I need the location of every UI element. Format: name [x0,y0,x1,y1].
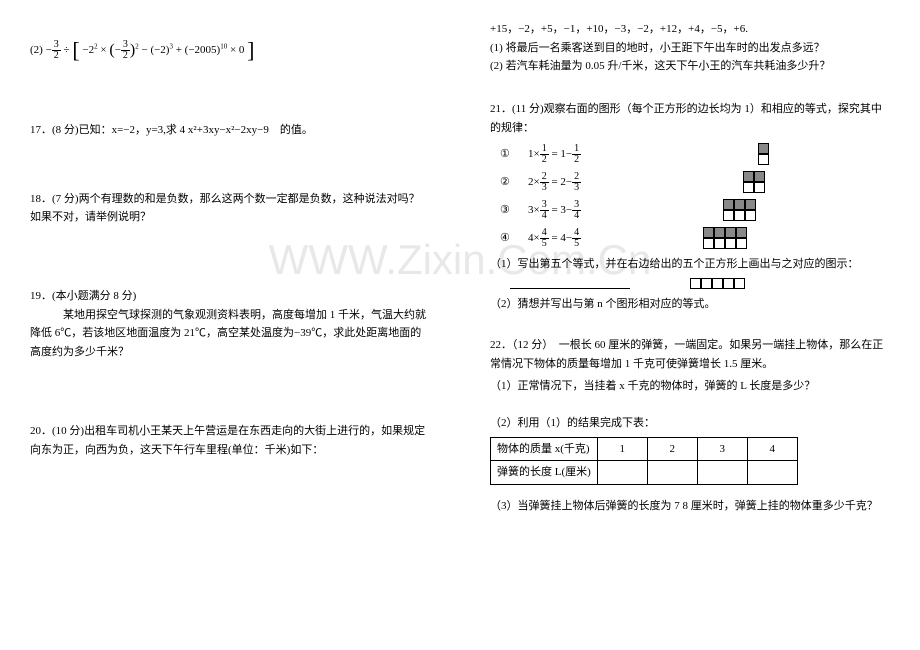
q19-body: 某地用探空气球探测的气象观测资料表明，高度每增加 1 千米，气温大约就降低 6℃… [30,306,430,362]
q21-sub1: （1）写出第五个等式，并在右边给出的五个正方形上画出与之对应的图示： [490,255,890,274]
q21-eq3: ③ 3×34 = 3−34 [500,199,890,221]
q21-equations: ① 1×12 = 1−12 ② 2×23 = 2−23 [500,143,890,249]
circ-4: ④ [500,229,528,248]
q22-table-r2h: 弹簧的长度 L(厘米) [491,461,598,485]
q18-text: 18．(7 分)两个有理数的和是负数，那么这两个数一定都是负数，这种说法对吗？如… [30,193,420,224]
q17-text: 17．(8 分)已知：x=−2，y=3,求 4 x²+3xy−x²−2xy−9 … [30,124,313,136]
circ-3: ③ [500,201,528,220]
circ-1: ① [500,145,528,164]
q16-part2: (2) −32 ÷ [ −22 × (−32)2 − (−2)3 + (−200… [30,40,430,61]
q21-eq1: ① 1×12 = 1−12 [500,143,890,165]
q21-fig2 [743,171,765,193]
q21-fig1 [758,143,769,165]
q22-table: 物体的质量 x(千克) 1 2 3 4 弹簧的长度 L(厘米) [490,437,798,485]
q18: 18．(7 分)两个有理数的和是负数，那么这两个数一定都是负数，这种说法对吗？如… [30,190,430,227]
q22-table-c2: 2 [647,437,697,461]
q21: 21．(11 分)观察右面的图形（每个正方形的边长均为 1）和相应的等式，探究其… [490,100,890,314]
q22-table-b2 [647,461,697,485]
right-column: +15，−2，+5，−1，+10，−3，−2，+12，+4，−5，+6. (1)… [460,0,920,650]
q22-sub1: （1）正常情况下，当挂着 x 千克的物体时，弹簧的 L 长度是多少？ [490,377,890,396]
q22-table-c3: 3 [697,437,747,461]
q22-table-b4 [747,461,797,485]
q16b-prefix: (2) [30,44,46,56]
q22: 22．（12 分） 一根长 60 厘米的弹簧，一端固定。如果另一端挂上物体，那么… [490,336,890,516]
q22-sub3: （3）当弹簧挂上物体后弹簧的长度为 7 8 厘米时，弹簧上挂的物体重多少千克？ [490,497,890,516]
q21-blank-line [510,278,630,289]
q21-fig3 [723,199,756,221]
q20-sub2: (2) 若汽车耗油量为 0.05 升/千米，这天下午小王的汽车共耗油多少升？ [490,57,890,76]
q22-stem: 22．（12 分） 一根长 60 厘米的弹簧，一端固定。如果另一端挂上物体，那么… [490,336,890,373]
q20-text: 20．(10 分)出租车司机小王某天上午营运是在东西走向的大街上进行的，如果规定… [30,425,425,456]
q22-table-b1 [597,461,647,485]
q19: 19．(本小题满分 8 分) 某地用探空气球探测的气象观测资料表明，高度每增加 … [30,287,430,362]
q21-stem: 21．(11 分)观察右面的图形（每个正方形的边长均为 1）和相应的等式，探究其… [490,100,890,137]
q16b-formula: −32 ÷ [ −22 × (−32)2 − (−2)3 + (−2005)10… [46,40,255,61]
q17: 17．(8 分)已知：x=−2，y=3,求 4 x²+3xy−x²−2xy−9 … [30,121,430,140]
q22-table-b3 [697,461,747,485]
left-column: (2) −32 ÷ [ −22 × (−32)2 − (−2)3 + (−200… [0,0,460,650]
q21-fig4 [703,227,747,249]
q19-heading: 19．(本小题满分 8 分) [30,287,430,306]
q22-table-c4: 4 [747,437,797,461]
q21-eq2: ② 2×23 = 2−23 [500,171,890,193]
q22-table-c1: 1 [597,437,647,461]
q22-sub2: （2）利用（1）的结果完成下表： [490,414,890,433]
q22-table-r1h: 物体的质量 x(千克) [491,437,598,461]
q20-continued: +15，−2，+5，−1，+10，−3，−2，+12，+4，−5，+6. (1)… [490,20,890,76]
q21-sub1-text: （1）写出第五个等式，并在右边给出的五个正方形上画出与之对应的图示： [490,255,859,274]
circ-2: ② [500,173,528,192]
q20-data: +15，−2，+5，−1，+10，−3，−2，+12，+4，−5，+6. [490,20,890,39]
q20-stem: 20．(10 分)出租车司机小王某天上午营运是在东西走向的大街上进行的，如果规定… [30,422,430,459]
q21-sub2: （2）猜想并写出与第 n 个图形相对应的等式。 [490,295,890,314]
q20-sub1: (1) 将最后一名乘客送到目的地时，小王距下午出车时的出发点多远？ [490,39,890,58]
q21-eq4: ④ 4×45 = 4−45 [500,227,890,249]
q21-blank-row [490,278,890,289]
q21-fig5-blank [690,278,745,289]
